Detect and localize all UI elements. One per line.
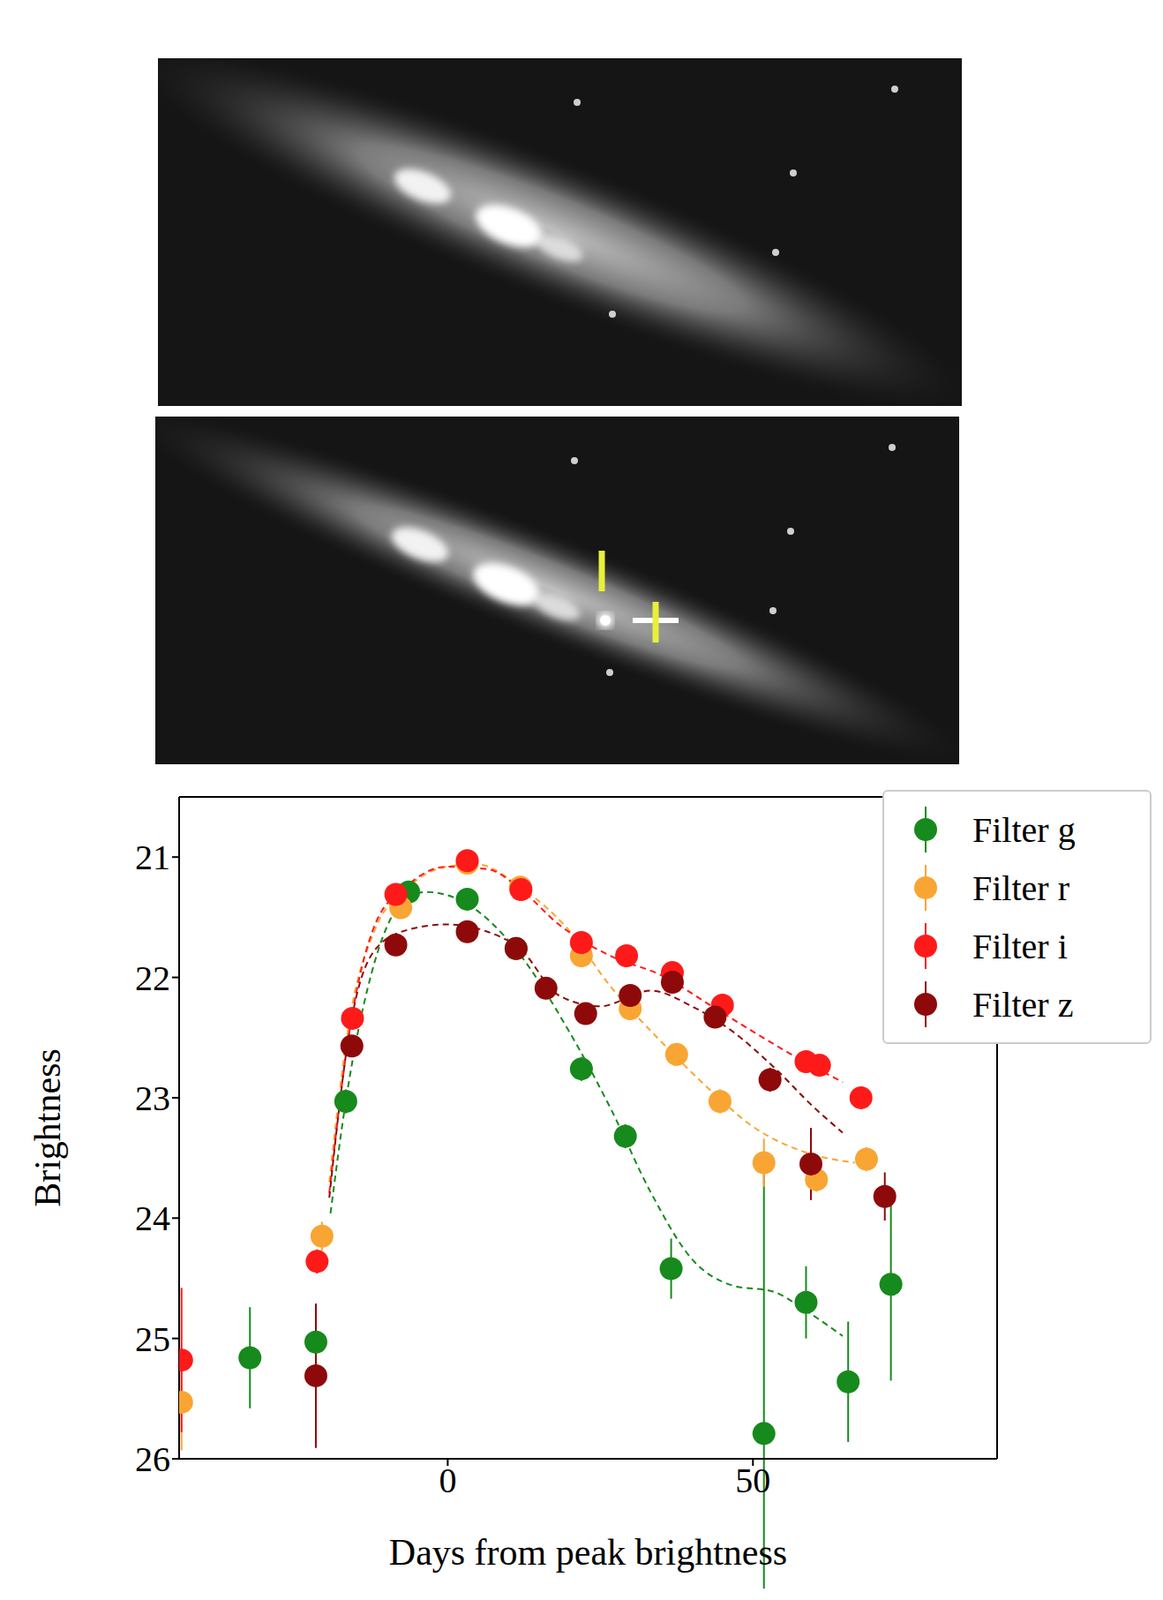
svg-text:Days from peak brightness: Days from peak brightness	[389, 1531, 788, 1573]
svg-text:25: 25	[135, 1319, 171, 1359]
html-text:Filter g: Filter g	[972, 809, 1076, 850]
svg-text:24: 24	[135, 1198, 171, 1239]
html-text:Filter r: Filter r	[972, 867, 1070, 908]
svg-text:0: 0	[438, 1460, 457, 1501]
svg-text:23: 23	[135, 1078, 171, 1118]
svg-text:Brightness: Brightness	[27, 1048, 68, 1208]
svg-text:50: 50	[735, 1460, 771, 1501]
svg-text:21: 21	[135, 837, 171, 878]
html-text:Filter i: Filter i	[972, 926, 1068, 966]
html-text:Filter z: Filter z	[972, 984, 1074, 1025]
svg-text:26: 26	[135, 1439, 171, 1479]
svg-text:22: 22	[135, 958, 171, 998]
